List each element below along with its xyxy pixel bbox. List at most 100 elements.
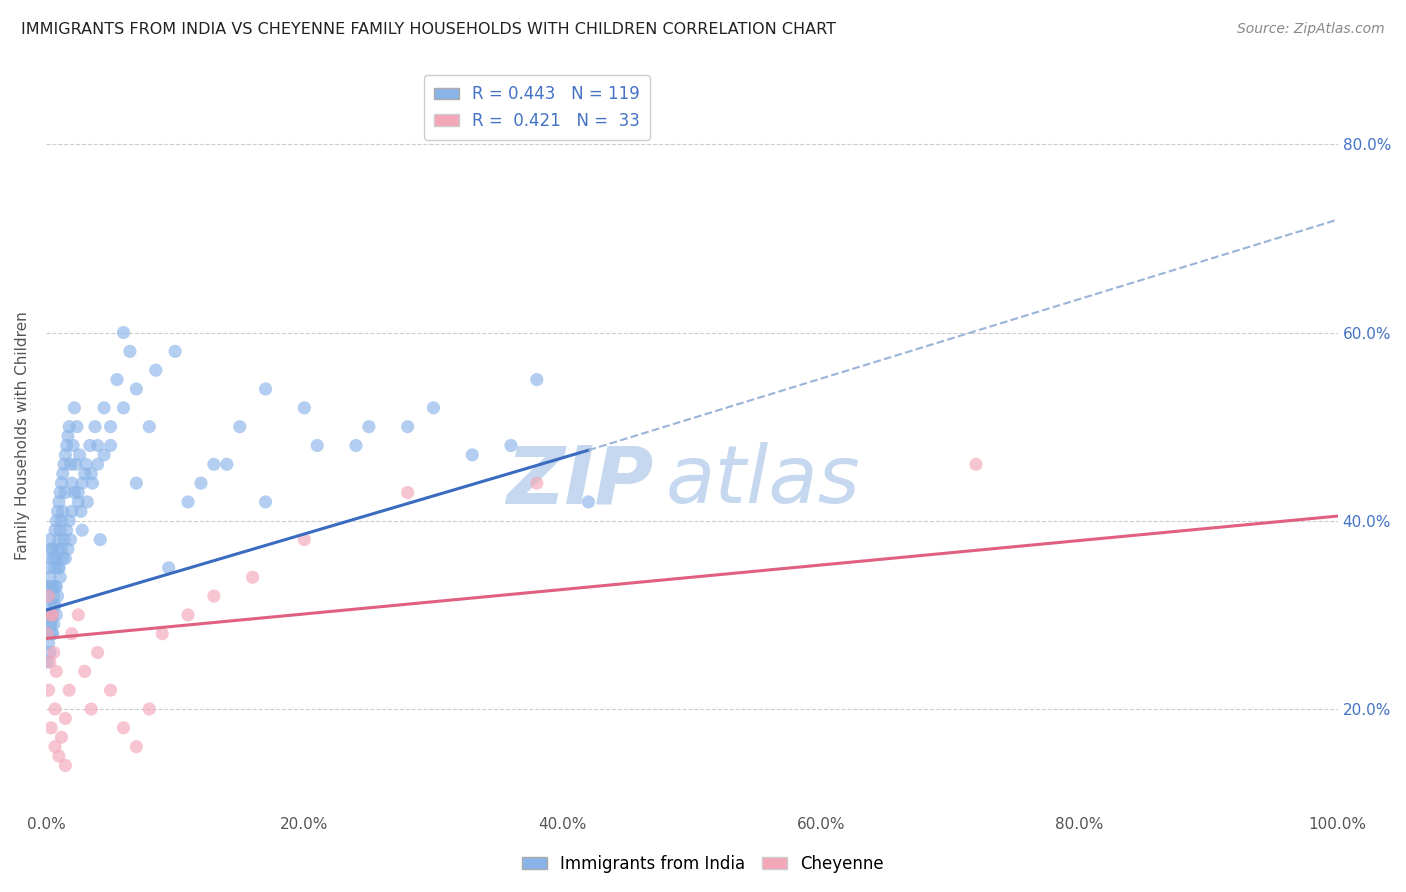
Point [105,373,128,387]
Point [55,523,77,537]
Point [100,438,122,452]
Point [86,438,108,452]
Point [39,607,62,622]
Point [53,533,76,547]
Point [46,504,69,518]
Point [38,626,60,640]
Point [37,607,59,622]
Point [461,448,484,462]
Y-axis label: Family Households with Children: Family Households with Children [15,311,30,560]
Point [44,523,66,537]
Point [59,458,82,472]
Point [75,458,97,472]
Point [93,401,115,415]
Point [228,419,250,434]
Point [41,607,63,622]
Point [112,326,135,340]
Point [53,758,76,772]
Text: atlas: atlas [666,442,860,520]
Point [59,533,82,547]
Point [145,363,167,377]
Point [63,485,86,500]
Point [138,419,160,434]
Point [42,617,65,632]
Point [73,467,96,481]
Point [112,721,135,735]
Point [53,458,76,472]
Point [357,419,380,434]
Point [396,485,419,500]
Point [82,476,104,491]
Point [58,419,80,434]
Point [44,561,66,575]
Point [41,626,63,640]
Point [73,665,96,679]
Point [422,401,444,415]
Point [125,739,148,754]
Point [45,551,67,566]
Point [100,683,122,698]
Point [86,458,108,472]
Point [38,589,60,603]
Point [39,607,62,622]
Point [112,401,135,415]
Point [44,702,66,716]
Point [70,476,93,491]
Point [37,580,59,594]
Point [125,476,148,491]
Point [41,580,63,594]
Point [38,636,60,650]
Point [49,523,72,537]
Point [526,476,548,491]
Point [67,607,90,622]
Point [86,646,108,660]
Point [100,419,122,434]
Point [165,344,187,359]
Point [56,541,79,556]
Point [202,589,225,603]
Point [138,702,160,716]
Point [70,504,93,518]
Point [254,495,277,509]
Text: IMMIGRANTS FROM INDIA VS CHEYENNE FAMILY HOUSEHOLDS WITH CHILDREN CORRELATION CH: IMMIGRANTS FROM INDIA VS CHEYENNE FAMILY… [21,22,837,37]
Point [49,485,72,500]
Legend: R = 0.443   N = 119, R =  0.421   N =  33: R = 0.443 N = 119, R = 0.421 N = 33 [423,76,650,140]
Point [48,533,70,547]
Point [42,551,65,566]
Point [84,419,107,434]
Point [38,646,60,660]
Point [37,655,59,669]
Point [67,495,90,509]
Point [38,617,60,632]
Text: ZIP: ZIP [506,442,652,520]
Point [48,749,70,764]
Point [45,514,67,528]
Point [190,476,212,491]
Point [45,580,67,594]
Point [157,561,180,575]
Point [45,665,67,679]
Point [292,401,315,415]
Point [53,448,76,462]
Legend: Immigrants from India, Cheyenne: Immigrants from India, Cheyenne [515,848,891,880]
Point [242,570,264,584]
Point [52,551,75,566]
Point [177,607,200,622]
Point [307,438,329,452]
Point [56,429,79,443]
Point [41,626,63,640]
Point [215,458,238,472]
Point [38,533,60,547]
Point [38,655,60,669]
Point [58,514,80,528]
Point [41,541,63,556]
Point [62,438,84,452]
Point [39,580,62,594]
Point [39,617,62,632]
Point [578,495,600,509]
Point [42,599,65,613]
Point [38,599,60,613]
Point [52,504,75,518]
Point [80,702,103,716]
Point [79,438,101,452]
